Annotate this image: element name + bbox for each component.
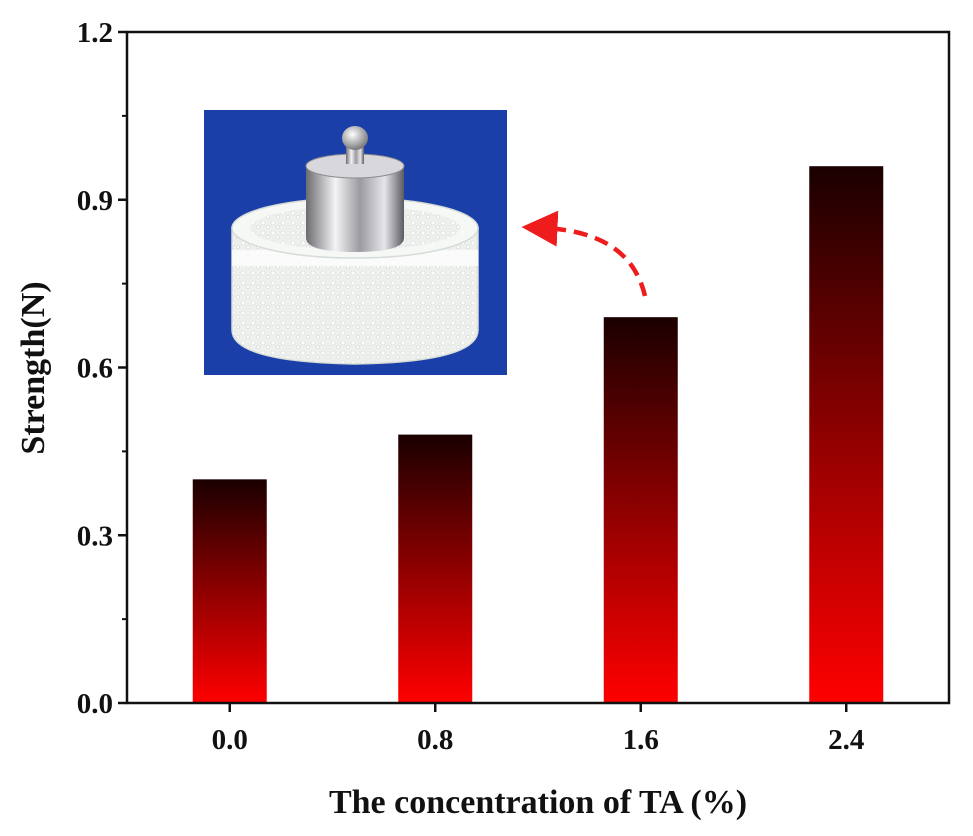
y-axis: 0.0 0.3 0.6 0.9 1.2 <box>77 17 127 720</box>
y-tick-label: 0.9 <box>77 185 113 217</box>
weight-illustration <box>305 126 405 252</box>
x-tick-label: 2.4 <box>828 724 864 756</box>
inset-photo <box>204 110 507 375</box>
y-tick-label: 0.6 <box>77 353 113 385</box>
y-axis-title: Strength(N) <box>15 281 52 454</box>
y-tick-label: 0.3 <box>77 520 113 552</box>
x-tick-label: 0.0 <box>212 724 248 756</box>
bar-0.8 <box>398 434 473 703</box>
inset-arrow <box>521 210 648 297</box>
x-axis: 0.0 0.8 1.6 2.4 <box>212 703 864 756</box>
bar-2.4 <box>809 166 884 703</box>
x-tick-label: 0.8 <box>417 724 453 756</box>
foam-dish-illustration <box>231 197 479 365</box>
bars-group <box>192 166 884 703</box>
bar-0.0 <box>192 479 267 703</box>
x-tick-label: 1.6 <box>623 724 659 756</box>
bar-1.6 <box>603 317 678 703</box>
y-tick-label: 0.0 <box>77 688 113 720</box>
y-tick-label: 1.2 <box>77 17 113 49</box>
x-axis-title: The concentration of TA (%) <box>329 784 747 821</box>
